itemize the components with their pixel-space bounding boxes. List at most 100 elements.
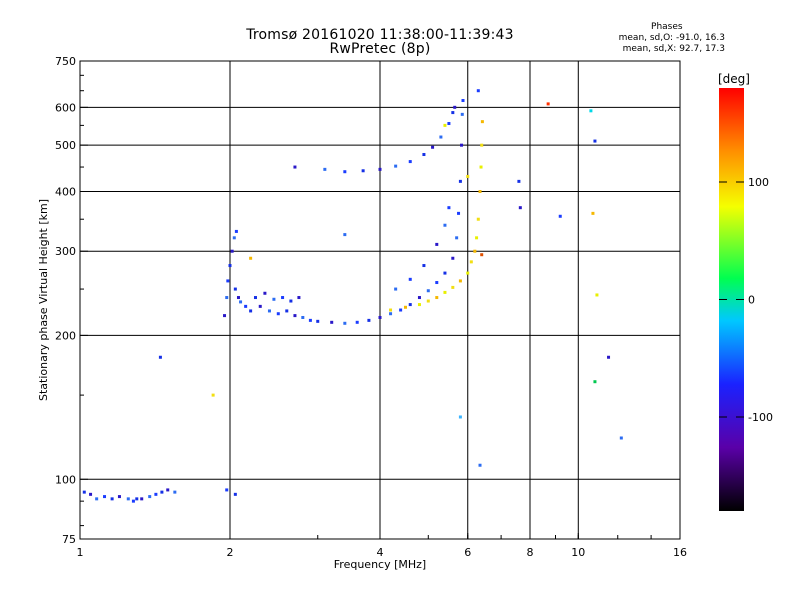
y-tick-label: 600 [55,101,76,114]
y-tick-label: 300 [55,245,76,258]
data-point-O [95,497,99,501]
data-point-X [389,308,393,312]
data-point-X [476,217,480,221]
data-point-O [619,436,623,440]
data-point-O [455,236,459,240]
data-point-O [458,179,462,183]
data-point-O [478,463,482,467]
data-point-O [447,122,451,126]
y-tick-label: 200 [55,329,76,342]
data-point-O [276,312,280,316]
data-point-O [378,315,382,319]
data-point-O [126,497,130,501]
x-tick-label: 10 [571,546,585,559]
data-point-O [230,249,234,253]
x-tick-label: 4 [377,546,384,559]
data-point-O [453,105,457,109]
data-point-X [443,290,447,294]
data-point-O [158,355,162,359]
y-tick-label: 500 [55,139,76,152]
data-point-O [223,314,227,318]
data-point-O [233,287,237,291]
data-point-O [461,99,465,103]
data-point-X [443,123,447,127]
data-point-O [103,495,107,499]
data-point-X [591,211,595,215]
data-point-other [480,253,484,257]
data-point-X [417,303,421,307]
y-axis-label: Stationary phase Virtual Height [km] [37,199,50,401]
data-point-O [272,297,276,301]
data-point-O [394,287,398,291]
data-point-O [422,153,426,157]
data-point-O [258,304,262,308]
data-point-O [135,497,139,501]
data-point-X [426,299,430,303]
data-point-O [460,112,464,116]
data-point-X [478,189,482,193]
chart-title: Tromsø 20161020 11:38:00-11:39:43 [246,27,514,43]
data-point-O [297,296,301,300]
data-point-O [518,206,522,210]
x-tick-label: 2 [227,546,234,559]
phase-stats-x: mean, sd,X: 92.7, 17.3 [622,44,725,54]
data-point-O [244,304,248,308]
data-point-O [476,89,480,93]
phase-stats-o: mean, sd,O: -91.0, 16.3 [618,33,725,43]
colorbar-tick-label: 0 [748,294,755,307]
data-point-O [451,256,455,260]
x-tick-label: 8 [527,546,534,559]
data-point-O [173,490,177,494]
tick-labels: 1 2 4 6 8 10 16 75 100 200 300 400 500 600 750 [55,55,687,559]
data-point-X [479,165,483,169]
data-point-O [517,179,521,183]
data-point-O [293,314,297,318]
data-point-O [148,495,152,499]
tick-marks [79,60,681,540]
data-point-O [225,296,229,300]
data-point-O [267,309,271,313]
data-point-O [131,499,135,503]
data-point-O [301,315,305,319]
data-point-O [316,319,320,323]
data-point-O [89,492,93,496]
data-point-O [361,169,365,173]
data-point-O [443,223,447,227]
data-point-X [451,285,455,289]
data-point-O [460,143,464,147]
data-point-O [443,271,447,275]
data-point-X [211,393,215,397]
data-point-O [451,111,455,115]
x-tick-label: 1 [77,546,84,559]
data-point-O [140,497,144,501]
data-point-O [228,264,232,268]
phase-stats-heading: Phases [651,22,683,32]
phase-stats: Phases mean, sd,O: -91.0, 16.3 mean, sd,… [619,22,725,55]
data-point-O [343,170,347,174]
data-point-O [399,308,403,312]
data-point-X [480,120,484,124]
data-point-O [435,281,439,285]
data-point-O [166,488,170,492]
data-point-X [466,271,470,275]
data-point-O [343,233,347,237]
data-point-O [232,236,236,240]
data-point-O [408,160,412,164]
data-point-O [293,165,297,169]
colorbar-tick-label: -100 [748,411,773,424]
data-point-X [458,279,462,283]
data-point-O [378,167,382,171]
data-point-O [558,214,562,218]
data-point-O [285,309,289,313]
data-point-other [458,415,462,419]
data-point-O [593,139,597,143]
data-point-O [236,296,240,300]
data-point-other [546,102,550,106]
data-point-O [110,497,114,501]
data-point-O [422,264,426,268]
data-point-O [160,490,164,494]
data-point-O [426,289,430,293]
data-point-O [457,211,461,215]
data-point-O [607,355,611,359]
